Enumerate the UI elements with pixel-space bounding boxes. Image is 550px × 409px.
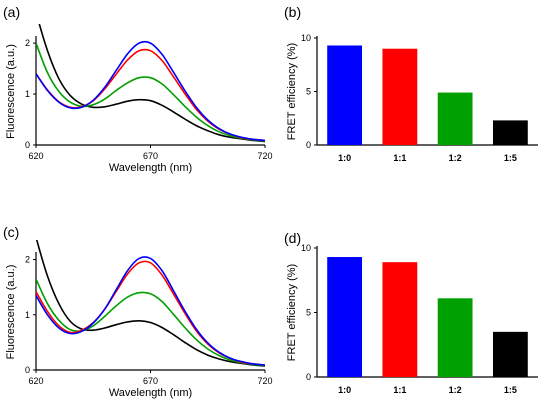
y-tick-label-d-1: 5 [306,308,311,318]
y-axis-label-b: FRET efficiency (%) [286,43,298,140]
bar-category-label-d-3: 1:5 [504,385,517,395]
y-tick-label-a-1: 1 [25,89,30,99]
x-axis-label-c: Wavelength (nm) [109,387,192,399]
bar-category-label-b-0: 1:0 [338,153,351,163]
spectrum-line-c-0 [36,256,265,366]
x-tick-label-a-0: 620 [28,151,43,161]
spectrum-line-c-3 [36,240,265,367]
y-tick-label-a-0: 0 [25,140,30,150]
panel-label-d: (d) [284,230,301,246]
spectrum-line-a-0 [36,40,265,142]
bar-category-label-d-2: 1:2 [449,385,462,395]
y-tick-label-b-0: 0 [306,140,311,150]
bar-category-label-d-0: 1:0 [338,385,351,395]
spectrum-line-a-2 [36,42,265,142]
y-tick-label-a-2: 2 [25,38,30,48]
bar-d-2 [437,298,473,377]
spectrum-line-c-2 [36,278,265,367]
y-tick-label-d-0: 0 [306,372,311,382]
bar-d-3 [492,331,528,377]
y-tick-label-c-1: 1 [25,310,30,320]
bar-d-0 [327,257,363,377]
y-tick-label-c-2: 2 [25,255,30,265]
panel-label-a: (a) [3,4,20,20]
y-tick-label-c-0: 0 [25,365,30,375]
x-tick-label-c-0: 620 [28,376,43,386]
bar-category-label-d-1: 1:1 [393,385,406,395]
bar-d-1 [382,262,418,377]
y-axis-label-d: FRET efficiency (%) [286,264,298,361]
x-tick-label-a-2: 720 [257,151,272,161]
bar-b-0 [327,45,363,145]
bar-category-label-b-2: 1:2 [449,153,462,163]
x-tick-label-c-2: 720 [257,376,272,386]
panel-label-c: (c) [3,224,19,240]
bar-b-2 [437,92,473,145]
y-tick-label-b-1: 5 [306,87,311,97]
x-tick-label-a-1: 670 [143,151,158,161]
bar-b-1 [382,48,418,146]
y-tick-label-b-2: 10 [301,33,311,43]
spectrum-line-a-3 [38,24,265,143]
panel-label-b: (b) [284,4,301,20]
x-tick-label-c-1: 670 [143,376,158,386]
bar-category-label-b-1: 1:1 [393,153,406,163]
y-axis-label-a: Fluorescence (a.u.) [5,44,17,139]
bar-b-3 [492,120,528,145]
y-axis-label-c: Fluorescence (a.u.) [5,265,17,360]
bar-category-label-b-3: 1:5 [504,153,517,163]
spectrum-line-c-1 [36,260,265,366]
y-tick-label-d-2: 10 [301,243,311,253]
x-axis-label-a: Wavelength (nm) [109,162,192,174]
